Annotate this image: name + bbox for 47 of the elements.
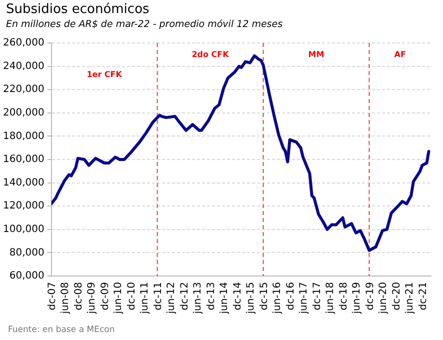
- x-tick-label: dc-17: [312, 282, 323, 310]
- x-tick-label: jun-15: [246, 282, 257, 315]
- x-tick-label: jun-11: [140, 282, 151, 315]
- annotation: 2do CFK: [192, 50, 230, 60]
- x-tick-label: jun-12: [166, 282, 178, 315]
- annotation: MM: [308, 50, 324, 60]
- x-tick-label: dc-07: [46, 282, 58, 310]
- x-tick-label: jun-17: [298, 282, 310, 315]
- annotation: AF: [394, 50, 406, 60]
- x-tick-label: dc-20: [391, 282, 402, 310]
- x-tick-label: jun-19: [352, 282, 363, 315]
- annotation: 1er CFK: [86, 70, 123, 80]
- x-tick-label: jun-14: [219, 282, 230, 315]
- x-tick-label: jun-09: [86, 282, 98, 315]
- y-tick-label: 260,000: [2, 38, 44, 49]
- y-tick-label: 240,000: [2, 60, 44, 72]
- y-tick-label: 140,000: [2, 177, 44, 188]
- source-note: Fuente: en base a MEcon: [8, 325, 115, 335]
- x-tick-label: jun-18: [325, 282, 336, 315]
- y-tick-label: 60,000: [9, 270, 44, 282]
- x-tick-label: jun-16: [272, 282, 284, 315]
- x-tick-label: dc-18: [338, 282, 350, 310]
- x-tick-label: dc-13: [206, 282, 217, 310]
- x-tick-label: dc-19: [364, 282, 376, 310]
- x-tick-label: jun-13: [192, 282, 204, 315]
- y-tick-label: 200,000: [2, 107, 44, 118]
- y-tick-label: 80,000: [9, 247, 44, 258]
- x-tick-label: jun-08: [60, 282, 72, 315]
- x-tick-label: jun-20: [378, 282, 390, 315]
- x-tick-label: dc-21: [418, 282, 429, 310]
- x-tick-label: dc-11: [152, 282, 164, 310]
- x-tick-label: jun-21: [404, 282, 416, 315]
- x-tick-label: dc-15: [258, 282, 270, 310]
- y-tick-label: 100,000: [2, 224, 44, 235]
- y-tick-label: 120,000: [2, 200, 44, 212]
- x-tick-label: dc-16: [285, 282, 296, 310]
- x-tick-label: jun-10: [113, 282, 124, 315]
- x-tick-label: dc-10: [126, 282, 138, 310]
- x-tick-label: dc-12: [179, 282, 190, 310]
- y-tick-label: 180,000: [2, 130, 44, 142]
- x-tick-label: dc-09: [100, 282, 111, 310]
- y-tick-label: 160,000: [2, 154, 44, 166]
- chart-subtitle: En millones de AR$ de mar-22 - promedio móvil 12 meses: [6, 19, 283, 30]
- x-tick-label: dc-08: [73, 282, 84, 310]
- chart-title: Subsidios económicos: [6, 2, 150, 17]
- y-tick-label: 220,000: [2, 84, 44, 96]
- x-tick-label: dc-14: [232, 282, 244, 310]
